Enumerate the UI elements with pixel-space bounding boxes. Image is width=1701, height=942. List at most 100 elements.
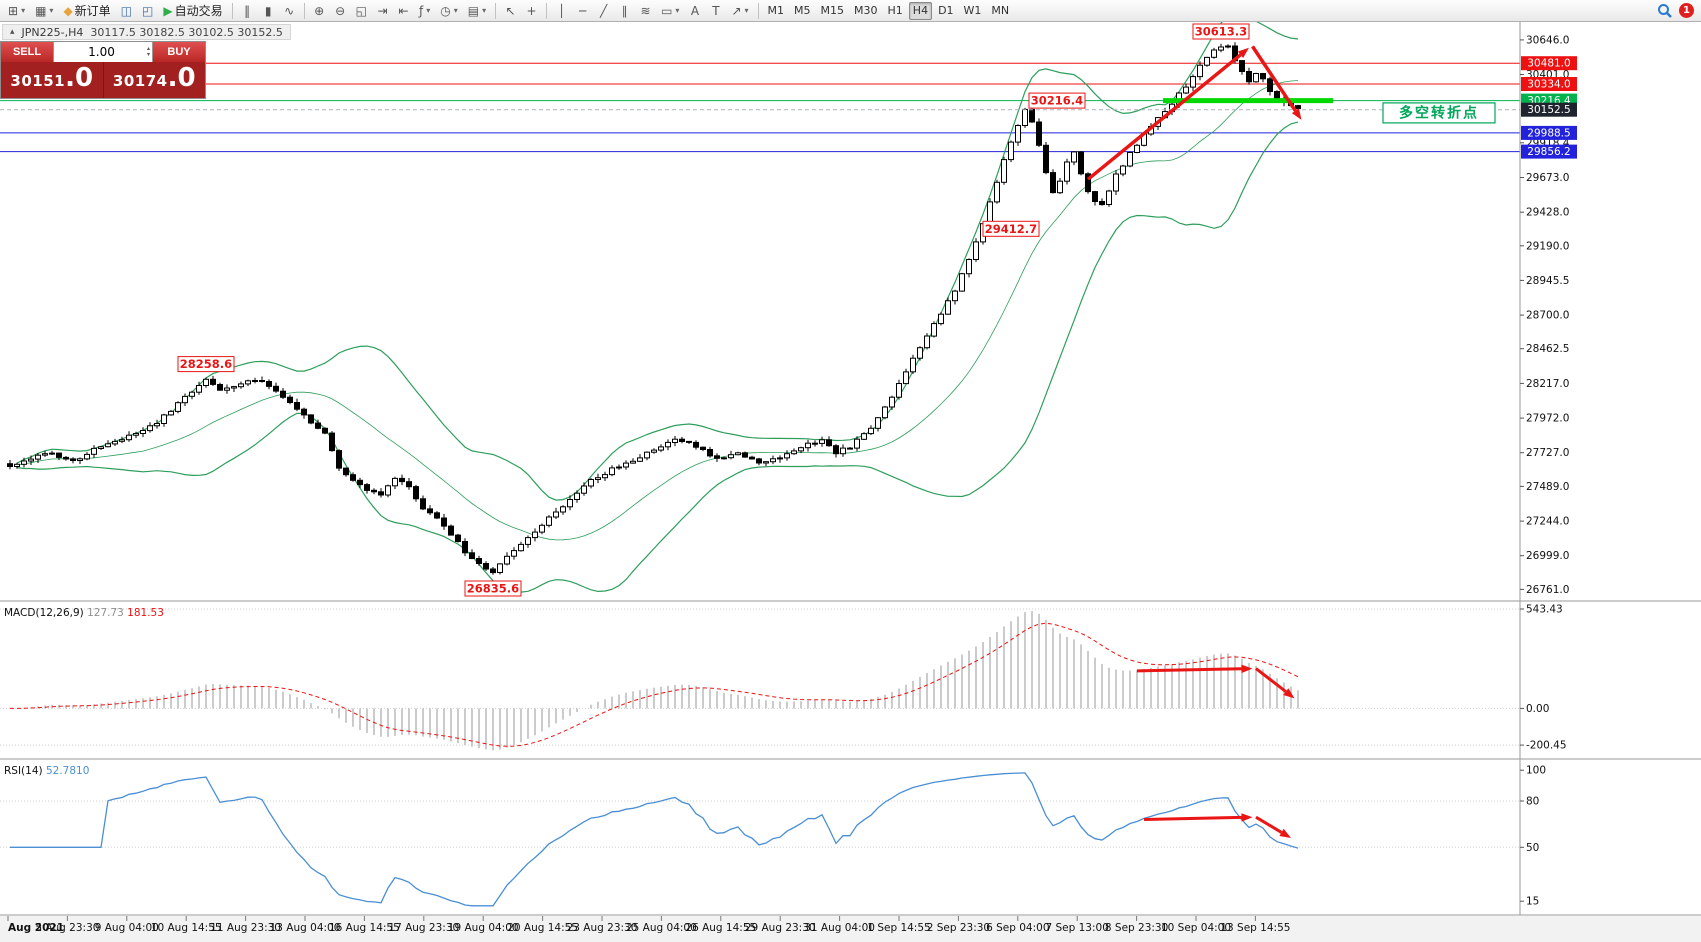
stepper-up-icon[interactable]: ▴ bbox=[146, 45, 150, 52]
svg-text:30646.0: 30646.0 bbox=[1526, 34, 1569, 46]
trend-arrow-2[interactable] bbox=[1251, 45, 1297, 112]
rsi-arrow-1[interactable] bbox=[1143, 815, 1242, 821]
macd-arrow-2[interactable] bbox=[1255, 667, 1287, 693]
templates-menu-caret[interactable]: ▾ bbox=[482, 6, 487, 15]
line-chart-mode[interactable]: ∿ bbox=[280, 2, 299, 20]
new-order-button[interactable]: ◆ 新订单 bbox=[59, 2, 114, 20]
sell-price-frac: .0 bbox=[65, 63, 94, 93]
price-tag: 29988.5 bbox=[1521, 125, 1577, 140]
timeframe-m15[interactable]: M15 bbox=[820, 4, 845, 17]
svg-text:80: 80 bbox=[1526, 796, 1539, 808]
timeframe-w1[interactable]: W1 bbox=[963, 4, 982, 17]
autotrading-button-icon: ▶ bbox=[163, 3, 173, 18]
sell-button[interactable]: SELL bbox=[1, 42, 53, 62]
toolbar-separator bbox=[231, 2, 233, 19]
svg-text:28258.6: 28258.6 bbox=[180, 357, 232, 371]
search-icon[interactable] bbox=[1657, 3, 1673, 19]
price-axis: 30646.030401.029918.429673.029428.029190… bbox=[1519, 22, 1577, 915]
channel-tool[interactable]: ∥ bbox=[615, 2, 634, 20]
price-callout[interactable]: 26835.6 bbox=[464, 580, 522, 597]
timeframes-menu-caret[interactable]: ▾ bbox=[453, 6, 458, 15]
chart-window: 28258.6 26835.6 29412.7 30216.4 30613.3 多空转折点… bbox=[0, 22, 1701, 942]
templates-menu[interactable]: ▤ ▾ bbox=[464, 2, 490, 20]
svg-text:28945.5: 28945.5 bbox=[1526, 275, 1569, 287]
rsi-line bbox=[10, 772, 1299, 907]
chart-shift[interactable]: ⇤ bbox=[394, 2, 413, 20]
timeframes-menu[interactable]: ◷ ▾ bbox=[436, 2, 462, 20]
svg-text:16 Aug 14:55: 16 Aug 14:55 bbox=[329, 922, 400, 934]
timeframe-m30[interactable]: M30 bbox=[854, 4, 878, 17]
rsi-arrow-2[interactable] bbox=[1255, 815, 1283, 834]
text-tool[interactable]: A bbox=[685, 2, 704, 20]
chart-profiles-caret[interactable]: ▾ bbox=[49, 6, 54, 15]
price-tag: 30481.0 bbox=[1521, 56, 1577, 71]
annotation-pivot-note[interactable]: 多空转折点 bbox=[1382, 102, 1496, 124]
shapes-tool[interactable]: ▭ ▾ bbox=[657, 2, 683, 20]
price-callout[interactable]: 29412.7 bbox=[982, 220, 1040, 237]
price-callout[interactable]: 30613.3 bbox=[1192, 23, 1250, 40]
data-window[interactable]: ◰ bbox=[138, 2, 157, 20]
shapes-tool-caret[interactable]: ▾ bbox=[675, 6, 680, 15]
arrows-tool[interactable]: ↗ ▾ bbox=[727, 2, 752, 20]
new-chart[interactable]: ⊞ ▾ bbox=[4, 2, 29, 20]
timeframe-m5[interactable]: M5 bbox=[794, 4, 811, 17]
label-tool[interactable]: T bbox=[706, 2, 725, 20]
chart-profiles[interactable]: ▦ ▾ bbox=[31, 2, 57, 20]
price-tag: 30334.0 bbox=[1521, 77, 1577, 91]
price-tag: 30152.5 bbox=[1521, 102, 1577, 117]
svg-text:13 Aug 04:00: 13 Aug 04:00 bbox=[270, 922, 341, 934]
horizontal-line-tool[interactable]: ─ bbox=[573, 2, 592, 20]
price-tag: 29856.2 bbox=[1521, 144, 1577, 159]
svg-text:Aug 2021: Aug 2021 bbox=[8, 922, 64, 934]
volume-field[interactable]: 1.00 ▴ ▾ bbox=[53, 42, 153, 62]
notification-badge[interactable]: 1 bbox=[1679, 3, 1694, 18]
auto-scroll[interactable]: ⇥ bbox=[373, 2, 392, 20]
market-watch[interactable]: ◫ bbox=[117, 2, 136, 20]
buy-price-frac: .0 bbox=[167, 63, 196, 93]
timeframe-h4[interactable]: H4 bbox=[908, 1, 933, 20]
svg-text:10 Aug 14:55: 10 Aug 14:55 bbox=[151, 922, 222, 934]
tile-windows[interactable]: ◱ bbox=[352, 2, 371, 20]
sell-price[interactable]: 30151.0 bbox=[1, 62, 103, 98]
fibonacci-tool[interactable]: ≋ bbox=[636, 2, 655, 20]
timeframe-d1[interactable]: D1 bbox=[938, 4, 954, 17]
new-chart-caret[interactable]: ▾ bbox=[21, 6, 26, 15]
collapse-triangle-icon[interactable]: ▴ bbox=[10, 27, 15, 37]
candlestick-mode[interactable]: ▮ bbox=[259, 2, 278, 20]
timeframe-h1[interactable]: H1 bbox=[887, 4, 903, 17]
macd-label: MACD(12,26,9) 127.73 181.53 bbox=[4, 607, 164, 619]
bollinger-upper-band bbox=[16, 22, 1299, 501]
trendline-tool[interactable]: ╱ bbox=[594, 2, 613, 20]
toolbar-separator bbox=[546, 2, 548, 19]
svg-text:6 Sep 04:00: 6 Sep 04:00 bbox=[986, 922, 1049, 934]
trend-arrow-1[interactable] bbox=[1086, 53, 1242, 181]
volume-stepper[interactable]: ▴ ▾ bbox=[147, 46, 150, 58]
macd-arrow-1[interactable] bbox=[1136, 667, 1242, 673]
svg-text:27972.0: 27972.0 bbox=[1526, 413, 1569, 425]
buy-price[interactable]: 30174.0 bbox=[102, 62, 205, 98]
svg-text:29988.5: 29988.5 bbox=[1527, 127, 1570, 139]
bar-chart-mode[interactable]: ‖ bbox=[238, 2, 257, 20]
trendline-tool-icon: ╱ bbox=[599, 3, 608, 18]
svg-text:11 Aug 23:30: 11 Aug 23:30 bbox=[210, 922, 281, 934]
cursor-tool[interactable]: ↖ bbox=[501, 2, 520, 20]
buy-button[interactable]: BUY bbox=[153, 42, 205, 62]
arrows-tool-caret[interactable]: ▾ bbox=[744, 6, 749, 15]
crosshair-tool[interactable]: + bbox=[522, 2, 541, 20]
indicators-list[interactable]: ƒ ▾ bbox=[415, 2, 434, 20]
zoom-out[interactable]: ⊖ bbox=[331, 2, 350, 20]
arrows-tool-icon: ↗ bbox=[731, 3, 742, 18]
toolbar-buttons: ⊞ ▾ ▦ ▾ ◆ 新订单 ◫ ◰ ▶ 自动交易 ‖ ▮ ∿ ⊕ ⊖ ◱ ⇥ ⇤ ƒ ▾ ◷ ▾ ▤ ▾ ↖ + │ ─ ╱ ∥ ≋ ▭ ▾ A T… bbox=[3, 2, 763, 20]
indicators-list-caret[interactable]: ▾ bbox=[426, 6, 431, 15]
stepper-down-icon[interactable]: ▾ bbox=[146, 51, 150, 58]
zoom-out-icon: ⊖ bbox=[335, 3, 346, 18]
text-tool-icon: A bbox=[690, 3, 700, 18]
zoom-in[interactable]: ⊕ bbox=[310, 2, 329, 20]
svg-text:50: 50 bbox=[1526, 842, 1539, 854]
timeframe-mn[interactable]: MN bbox=[991, 4, 1010, 17]
vertical-line-tool[interactable]: │ bbox=[552, 2, 571, 20]
price-callout[interactable]: 28258.6 bbox=[177, 356, 235, 373]
autotrading-button[interactable]: ▶ 自动交易 bbox=[159, 2, 226, 20]
price-callout[interactable]: 30216.4 bbox=[1028, 92, 1086, 109]
timeframe-m1[interactable]: M1 bbox=[767, 4, 785, 17]
